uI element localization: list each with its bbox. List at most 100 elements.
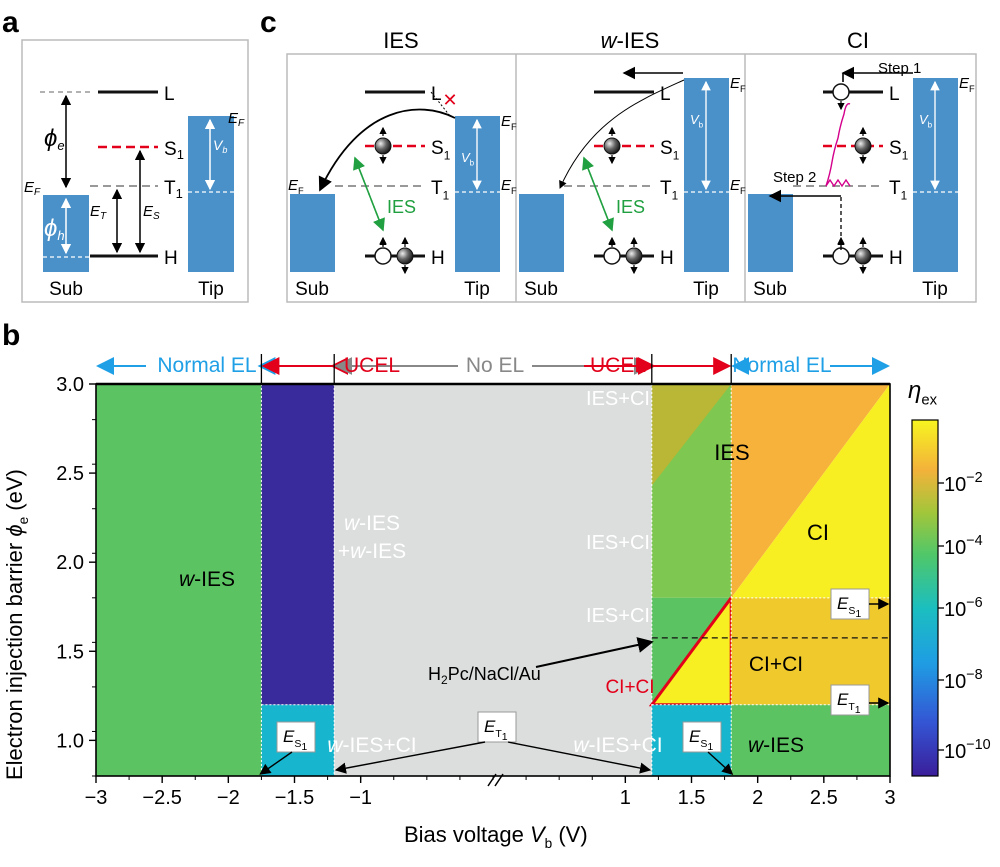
label-h2pc: H2Pc/NaCl/Au (428, 664, 541, 687)
y-axis-label: Electron injection barrier ϕe (eV) (2, 469, 31, 780)
title-ies: IES (383, 28, 418, 53)
step1-label: Step 1 (878, 60, 921, 77)
c-vb-label-0: Vb (461, 150, 475, 168)
panel-a-frame (21, 39, 249, 303)
colorbar-title: ηex (908, 377, 938, 409)
panel-a: L S1 T1 H ϕe ϕh EF EF ET ES Vb Sub Tip (21, 39, 249, 303)
panel-c (286, 53, 977, 303)
es1-label: ES (143, 203, 160, 222)
colorbar-tick-1: 10−4 (944, 533, 983, 559)
y-tick-2: 2.0 (56, 552, 84, 574)
y-tick-4: 3.0 (56, 374, 84, 396)
electron-icon (396, 247, 414, 265)
region-w-ies-left (96, 384, 262, 776)
h2pc-pointer-arrow (535, 637, 654, 668)
c-sub-label-1: Sub (524, 279, 558, 300)
region-ies-ci-olive (651, 384, 732, 486)
tip-label: Tip (198, 279, 224, 300)
electron-icon (625, 247, 643, 265)
y-tick-1: 1.5 (56, 641, 84, 663)
x-tick-2: −2 (217, 787, 240, 809)
c-label-H-2: H (889, 248, 903, 269)
sub-label: Sub (49, 279, 83, 300)
c-tip-label-1: Tip (693, 279, 719, 300)
callout-es1-right-box (682, 721, 722, 753)
ef-tip-label: EF (228, 110, 245, 129)
phi-e-label: ϕe (44, 125, 65, 153)
hole-icon (603, 247, 621, 265)
step2-label: Step 2 (773, 169, 816, 186)
label-w-ies-line1: w-IES (344, 512, 400, 535)
colorbar-tick-0: 10−2 (944, 470, 983, 496)
x-tick-4: −1 (349, 787, 372, 809)
panel-b-labels: Normal EL UCEL No EL UCEL Normal EL w-IE… (157, 354, 831, 757)
label-ci-large: CI (807, 520, 829, 545)
electron-icon (854, 247, 872, 265)
c-tip-label-0: Tip (464, 279, 490, 300)
label-ies-ci-low: IES+CI (586, 605, 650, 627)
title-w-ies: w-IES (601, 28, 660, 53)
c-sub-bar-2 (748, 194, 793, 272)
ef-sub-label: EF (24, 179, 41, 198)
c-vb-label-2: Vb (919, 112, 933, 130)
callout-es1-left-box (276, 721, 316, 753)
c-label-L-0: L (431, 84, 442, 105)
panel-b-axes: −3 −2.5 −2 −1.5 −1 1 1.5 2 2.5 3 1.0 1.5 2.0 2.5 3.0 Bi… (2, 374, 896, 851)
callout-et1-right: ET1 (837, 690, 861, 716)
electron-icon (374, 137, 392, 155)
c-label-S1-0: S1 (431, 138, 450, 162)
electron-icon (603, 137, 621, 155)
region-w-ies-right (731, 704, 890, 776)
c-sub-bar-1 (519, 194, 564, 272)
x-tick-0: −3 (85, 787, 108, 809)
label-H: H (164, 248, 178, 269)
c-label-T1-1: T1 (660, 178, 678, 202)
y-tick-3: 2.5 (56, 463, 84, 485)
w-ies-arc-arrow (559, 79, 685, 189)
region-ucel-left: UCEL (344, 354, 400, 377)
electron-icon (854, 137, 872, 155)
label-w-ies-ci-left: w-IES+CI (327, 734, 416, 757)
c-label-S1-2: S1 (889, 138, 908, 162)
callout-et1-center-box (477, 711, 517, 743)
callout-es1-right-top-box (830, 588, 870, 620)
callout-et1-center: ET1 (484, 717, 508, 743)
c-label-T1-2: T1 (889, 178, 907, 202)
label-ies-large: IES (714, 440, 749, 465)
callout-es1-left: ES1 (283, 727, 307, 753)
c-label-T1-0: T1 (431, 178, 449, 202)
c-sub-label-0: Sub (295, 279, 329, 300)
c-label-H-1: H (660, 248, 674, 269)
c-ef-tip-0: EF (501, 113, 517, 132)
callout-es1-right-top: ES1 (837, 594, 861, 620)
phi-h-label: ϕh (44, 215, 65, 243)
y-tick-0: 1.0 (56, 730, 84, 752)
x-tick-3: −1.5 (275, 787, 314, 809)
hole-icon (374, 247, 392, 265)
region-ucel-right: UCEL (590, 354, 646, 377)
colorbar-gradient (911, 419, 939, 777)
c-sub-label-2: Sub (753, 279, 787, 300)
c-label-S1-1: S1 (660, 138, 679, 162)
colorbar: ηex 10−2 10−4 10−6 10−8 10−10 (908, 377, 991, 777)
label-T1: T1 (164, 178, 183, 201)
vb-label: Vb (213, 137, 227, 155)
label-ies-ci-top: IES+CI (586, 388, 650, 410)
label-w-ies-left: w-IES (179, 568, 235, 591)
hole-icon (832, 247, 850, 265)
x-tick-1: −2.5 (142, 787, 181, 809)
et1-label: ET (90, 203, 107, 222)
x-tick-10: 3 (884, 787, 895, 809)
panel-label-a: a (2, 6, 19, 39)
tip-bar (188, 116, 234, 272)
c-sub-bar-0 (290, 194, 335, 272)
colorbar-tick-3: 10−8 (944, 667, 983, 693)
c-ef-sub-0: EF (288, 177, 304, 196)
x-tick-7: 1.5 (678, 787, 706, 809)
panel-label-c: c (260, 6, 277, 39)
x-tick-8: 2 (752, 787, 763, 809)
c-tip-label-2: Tip (922, 279, 948, 300)
c-label-H-0: H (431, 248, 445, 269)
region-no-el (334, 384, 652, 776)
